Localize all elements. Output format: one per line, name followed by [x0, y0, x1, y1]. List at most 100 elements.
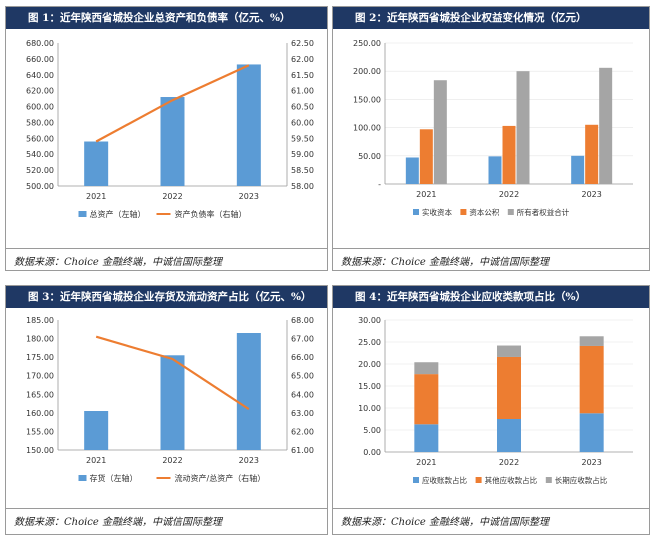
chart-1-legend-swatch: [78, 211, 87, 217]
chart-2-bar: [516, 71, 530, 184]
chart-1-left-tick-label: 620.00: [26, 87, 54, 96]
chart-2-left-tick-label: 50.00: [358, 152, 381, 161]
chart-3-legend-swatch: [78, 475, 87, 481]
chart-4-source: 数据来源：Choice 金融终端，中诚信国际整理: [341, 517, 550, 528]
chart-3-x-tick-label: 2021: [86, 456, 106, 465]
chart-3-left-tick-label: 160.00: [26, 409, 54, 418]
chart-3-right-tick-label: 67.00: [291, 335, 314, 344]
chart-2-legend-swatch: [460, 209, 467, 215]
chart-3-right-tick-label: 62.00: [291, 427, 314, 436]
chart-1-left-tick-label: 660.00: [26, 55, 54, 64]
chart-3-left-tick-label: 180.00: [26, 335, 54, 344]
chart-4-bar: [414, 362, 439, 375]
chart-4-left-tick-label: 30.00: [358, 316, 381, 325]
chart-2-source: 数据来源：Choice 金融终端，中诚信国际整理: [341, 257, 550, 268]
chart-1-right-tick-label: 58.50: [291, 166, 314, 175]
chart-2-bar: [419, 129, 433, 184]
chart-3-title: 图 3：近年陕西省城投企业存货及流动资产占比（亿元、%）: [6, 286, 327, 308]
chart-1-right-tick-label: 61.50: [291, 71, 314, 80]
chart-1-bar: [160, 97, 185, 186]
chart-1-left-tick-label: 560.00: [26, 134, 54, 143]
chart-3-left-tick-label: 170.00: [26, 372, 54, 381]
chart-4-legend-label: 应收账款占比: [422, 475, 467, 485]
chart-3-bar: [236, 333, 261, 450]
chart-1-source: 数据来源：Choice 金融终端，中诚信国际整理: [14, 257, 223, 268]
chart-2-bar: [585, 124, 599, 184]
chart-4-bar: [579, 413, 604, 452]
chart-1-legend-label: 总资产（左轴）: [90, 209, 146, 219]
chart-4-bar: [414, 374, 439, 425]
chart-3-right-tick-label: 64.00: [291, 390, 314, 399]
chart-2-bar: [405, 157, 419, 184]
chart-4-plot: 0.00 5.00 10.00 15.00 20.00 25.00 30.00 2021 202…: [358, 316, 633, 485]
chart-2-title: 图 2：近年陕西省城投企业权益变化情况（亿元）: [333, 7, 649, 29]
chart-1-plot: 500.00 520.00 540.00 560.00 580.00 600.00 620.…: [26, 39, 314, 219]
chart-panel-3: 图 3：近年陕西省城投企业存货及流动资产占比（亿元、%） 150.00 155.0…: [5, 285, 328, 535]
chart-4-left-tick-label: 25.00: [358, 338, 381, 347]
chart-1-right-tick-label: 59.50: [291, 134, 314, 143]
chart-4-bar: [579, 345, 604, 414]
chart-3-left-tick-label: 155.00: [26, 427, 54, 436]
chart-1-left-tick-label: 580.00: [26, 118, 54, 127]
chart-4-x-tick-label: 2021: [416, 458, 436, 467]
chart-2-left-tick-label: 150.00: [353, 95, 381, 104]
chart-4-left-tick-label: 0.00: [363, 448, 381, 457]
chart-1-left-tick-label: 520.00: [26, 166, 54, 175]
chart-4-x-tick-label: 2022: [499, 458, 519, 467]
chart-1-right-tick-label: 58.00: [291, 182, 314, 191]
chart-2-bar: [599, 67, 613, 184]
chart-1-title: 图 1：近年陕西省城投企业总资产和负债率（亿元、%）: [6, 7, 327, 29]
chart-2-left-tick-label: 100.00: [353, 124, 381, 133]
chart-1-left-tick-label: 680.00: [26, 39, 54, 48]
chart-panel-4: 图 4：近年陕西省城投企业应收类款项占比（%） 0.00 5.00 10.00 15.…: [332, 285, 650, 535]
chart-4-legend-label: 长期应收款占比: [555, 475, 608, 485]
chart-4-left-tick-label: 5.00: [363, 426, 381, 435]
chart-1-x-tick-label: 2021: [86, 192, 106, 201]
chart-2-bar: [571, 155, 585, 184]
chart-1-bar: [84, 141, 109, 186]
chart-2-legend-label: 所有者权益合计: [517, 207, 570, 217]
chart-panel-2: 图 2：近年陕西省城投企业权益变化情况（亿元） - 50.00 100.00 150.…: [332, 6, 650, 271]
chart-3-left-tick-label: 175.00: [26, 353, 54, 362]
chart-3-line-series: [95, 335, 250, 411]
chart-1-x-tick-label: 2023: [239, 192, 259, 201]
chart-2-x-tick-label: 2021: [416, 190, 436, 199]
chart-4-left-tick-label: 20.00: [358, 360, 381, 369]
chart-3-legend-label: 流动资产/总资产（右轴）: [175, 473, 266, 483]
chart-4-bar: [579, 336, 604, 346]
chart-1-left-tick-label: 600.00: [26, 103, 54, 112]
chart-1-x-tick-label: 2022: [162, 192, 182, 201]
chart-3-right-tick-label: 61.00: [291, 446, 314, 455]
chart-2-left-tick-label: -: [378, 180, 381, 189]
chart-1-left-tick-label: 640.00: [26, 71, 54, 80]
chart-3-right-tick-label: 68.00: [291, 316, 314, 325]
chart-4-bar: [497, 345, 521, 357]
chart-1-left-tick-label: 540.00: [26, 150, 54, 159]
chart-3-plot: 150.00 155.00 160.00 165.00 170.00 175.00 180.…: [26, 316, 314, 483]
chart-1-right-tick-label: 62.00: [291, 55, 314, 64]
chart-3-left-tick-label: 165.00: [26, 390, 54, 399]
chart-2-legend-swatch: [413, 209, 419, 215]
chart-2-x-tick-label: 2023: [581, 190, 601, 199]
chart-1-right-tick-label: 60.00: [291, 118, 314, 127]
chart-1-right-tick-label: 62.50: [291, 39, 314, 48]
chart-2-left-tick-label: 250.00: [353, 39, 381, 48]
chart-1-line-series: [95, 64, 250, 143]
chart-2-plot: - 50.00 100.00 150.00 200.00 250.00 2021 2022 20…: [353, 39, 633, 217]
chart-2-bar: [502, 125, 516, 184]
chart-2-x-tick-label: 2022: [499, 190, 519, 199]
chart-3-bar: [160, 355, 185, 450]
chart-3-right-tick-label: 66.00: [291, 353, 314, 362]
chart-2-bar: [433, 80, 447, 184]
chart-1-right-tick-label: 61.00: [291, 87, 314, 96]
chart-4-x-tick-label: 2023: [581, 458, 601, 467]
chart-1-right-tick-label: 60.50: [291, 103, 314, 112]
chart-2-legend-swatch: [507, 209, 514, 215]
chart-3-left-tick-label: 185.00: [26, 316, 54, 325]
chart-2-legend-label: 资本公积: [469, 207, 499, 217]
chart-panel-1: 图 1：近年陕西省城投企业总资产和负债率（亿元、%） 500.00 520.00 5…: [5, 6, 328, 271]
chart-1-legend-label: 资产负债率（右轴）: [175, 209, 247, 219]
chart-1-right-tick-label: 59.00: [291, 150, 314, 159]
chart-4-left-tick-label: 10.00: [358, 404, 381, 413]
chart-4-legend-swatch: [475, 477, 482, 483]
